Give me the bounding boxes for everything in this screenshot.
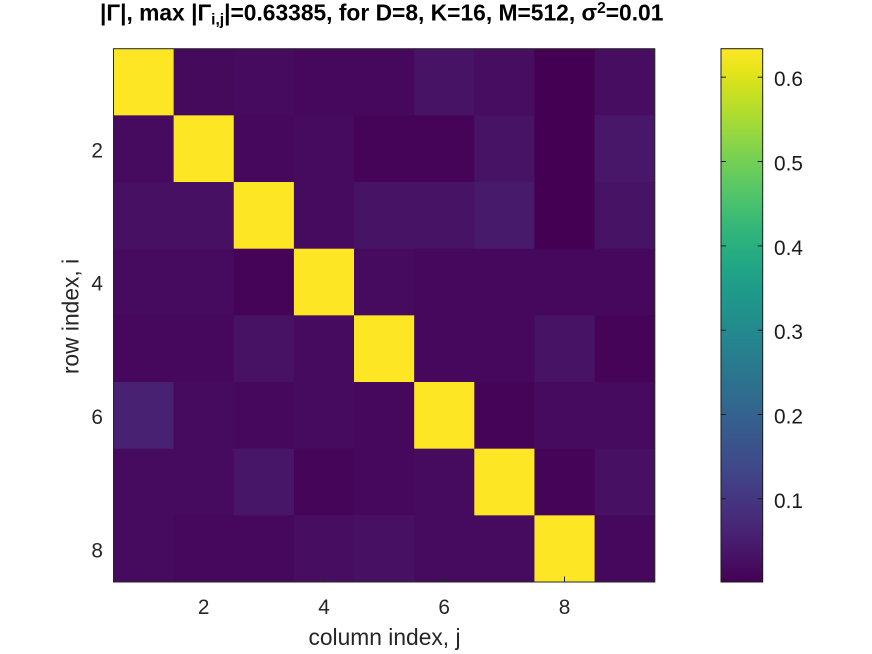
svg-text:0.1: 0.1 xyxy=(774,490,803,513)
svg-text:2: 2 xyxy=(198,596,210,619)
svg-text:6: 6 xyxy=(438,596,450,619)
svg-text:0.2: 0.2 xyxy=(774,406,803,429)
svg-text:0.6: 0.6 xyxy=(774,68,803,91)
svg-text:4: 4 xyxy=(318,596,330,619)
svg-text:8: 8 xyxy=(91,539,103,562)
svg-text:2: 2 xyxy=(91,139,103,162)
svg-text:row index, i: row index, i xyxy=(58,259,84,374)
svg-text:8: 8 xyxy=(559,596,571,619)
svg-text:|Γ|, max |Γi,j|=0.63385, for D: |Γ|, max |Γi,j|=0.63385, for D=8, K=16, … xyxy=(100,0,664,29)
svg-text:4: 4 xyxy=(91,273,103,296)
svg-text:6: 6 xyxy=(91,406,103,429)
svg-text:column index, j: column index, j xyxy=(308,624,460,650)
svg-text:0.5: 0.5 xyxy=(774,153,803,176)
svg-text:0.3: 0.3 xyxy=(774,321,803,344)
svg-text:0.4: 0.4 xyxy=(774,237,803,260)
